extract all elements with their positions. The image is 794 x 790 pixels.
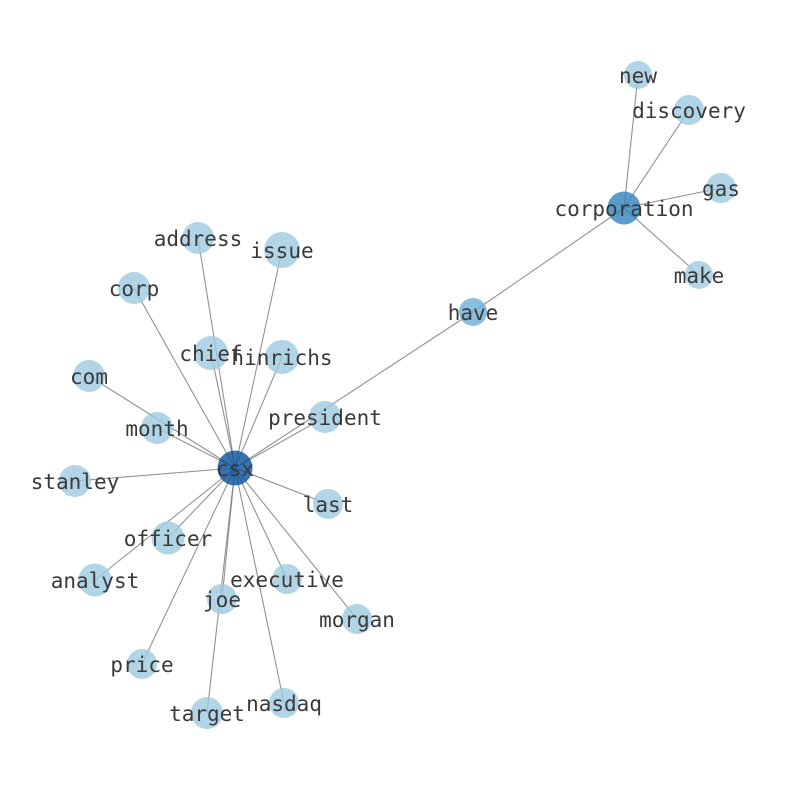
label-price: price bbox=[110, 653, 173, 677]
label-corp: corp bbox=[109, 277, 160, 301]
edge-corporation-make bbox=[623, 207, 700, 276]
label-month: month bbox=[125, 417, 188, 441]
node-hinrichs bbox=[265, 340, 299, 374]
node-corp bbox=[118, 272, 150, 304]
label-last: last bbox=[303, 493, 354, 517]
node-address bbox=[182, 222, 214, 254]
label-executive: executive bbox=[230, 568, 344, 592]
node-issue bbox=[264, 232, 300, 268]
node-last bbox=[313, 489, 343, 519]
label-officer: officer bbox=[124, 527, 213, 551]
node-make bbox=[685, 261, 713, 289]
node-morgan bbox=[342, 604, 372, 634]
label-new: new bbox=[619, 64, 657, 88]
node-officer bbox=[151, 521, 185, 555]
edge-have-corporation bbox=[472, 207, 625, 313]
node-nasdaq bbox=[269, 688, 299, 718]
edge-csx-corp bbox=[133, 287, 236, 469]
edge-csx-stanley bbox=[74, 467, 236, 482]
edge-csx-issue bbox=[234, 249, 283, 469]
node-com bbox=[73, 360, 105, 392]
edge-corporation-discovery bbox=[623, 109, 690, 209]
edge-corporation-gas bbox=[623, 187, 722, 209]
node-gas bbox=[706, 173, 736, 203]
edge-csx-nasdaq bbox=[234, 467, 285, 704]
node-executive bbox=[272, 564, 302, 594]
label-morgan: morgan bbox=[319, 608, 395, 632]
label-com: com bbox=[70, 365, 108, 389]
node-new bbox=[624, 61, 652, 89]
label-target: target bbox=[169, 702, 245, 726]
node-joe bbox=[207, 584, 237, 614]
label-analyst: analyst bbox=[51, 569, 140, 593]
node-csx bbox=[217, 450, 253, 486]
graph-nodes bbox=[59, 61, 736, 729]
graph-labels: csx corporation have new discovery gas make add… bbox=[31, 64, 746, 726]
edge-csx-have bbox=[234, 311, 474, 469]
node-have bbox=[459, 298, 487, 326]
node-chief bbox=[194, 336, 228, 370]
node-discovery bbox=[674, 95, 704, 125]
edge-csx-chief bbox=[210, 352, 236, 469]
label-address: address bbox=[154, 227, 243, 251]
label-chief: chief bbox=[179, 342, 242, 366]
edge-csx-morgan bbox=[234, 467, 358, 620]
node-analyst bbox=[78, 563, 112, 597]
label-nasdaq: nasdaq bbox=[246, 692, 322, 716]
edge-csx-price bbox=[141, 467, 236, 665]
label-hinrichs: hinrichs bbox=[231, 346, 332, 370]
node-target bbox=[191, 697, 223, 729]
node-stanley bbox=[59, 465, 91, 497]
label-issue: issue bbox=[250, 239, 313, 263]
label-discovery: discovery bbox=[632, 99, 746, 123]
label-corporation: corporation bbox=[554, 197, 693, 221]
graph-edges bbox=[74, 74, 722, 714]
label-csx: csx bbox=[216, 457, 254, 481]
node-month bbox=[141, 412, 173, 444]
node-corporation bbox=[607, 191, 641, 225]
label-have: have bbox=[448, 301, 499, 325]
label-president: president bbox=[268, 406, 382, 430]
label-make: make bbox=[674, 264, 725, 288]
label-stanley: stanley bbox=[31, 470, 120, 494]
node-price bbox=[127, 649, 157, 679]
label-joe: joe bbox=[203, 588, 241, 612]
edge-csx-hinrichs bbox=[234, 356, 283, 469]
edge-csx-executive bbox=[234, 467, 288, 580]
node-president bbox=[309, 401, 341, 433]
edge-corporation-new bbox=[623, 74, 639, 209]
label-gas: gas bbox=[702, 177, 740, 201]
